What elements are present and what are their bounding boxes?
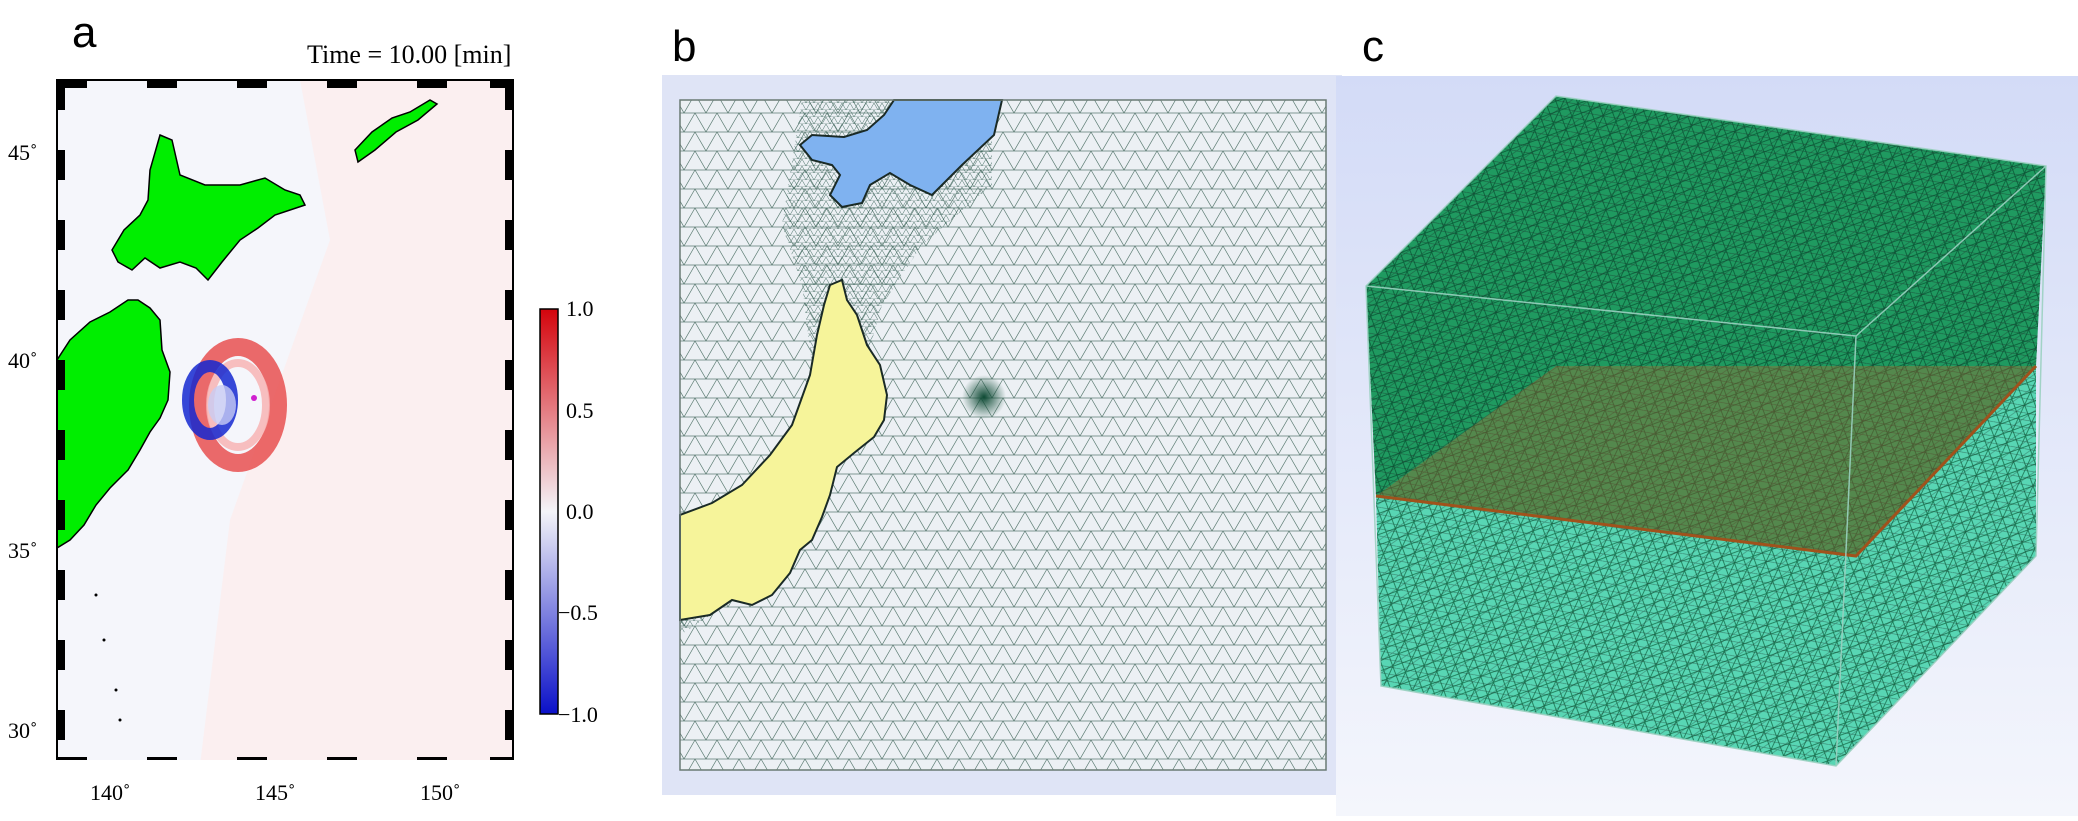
panel-a-lon-tick: 150˚	[420, 780, 461, 805]
panel-a-wave-red	[189, 338, 287, 472]
panel-b-frame	[679, 99, 1327, 771]
panel-b-refinement-spot	[962, 375, 1006, 419]
panel-a-lat-tick: 45˚	[8, 140, 38, 165]
panel-b-mesh	[662, 75, 1342, 795]
colorbar-tick: −1.0	[558, 702, 598, 727]
colorbar-tick: 0.5	[566, 398, 594, 423]
colorbar-tick: 1.0	[566, 296, 594, 321]
panel-c-box-edges	[1365, 95, 2047, 767]
panel-a-land-honshu	[56, 299, 171, 550]
panel-a-lat-tick: 40˚	[8, 348, 38, 373]
panel-c-interface-plane	[1376, 366, 2036, 556]
panel-a-map	[56, 79, 559, 760]
panel-a-border-ticks	[57, 80, 513, 760]
panel-b-letter: b	[672, 22, 697, 71]
panel-a-lon-tick: 140˚	[90, 780, 131, 805]
panel-a-lat-tick: 35˚	[8, 538, 38, 563]
colorbar-tick: −0.5	[558, 600, 598, 625]
panel-c-volume-mesh	[1336, 76, 2078, 816]
panel-a-land-hokkaido	[111, 133, 307, 282]
panel-a-lon-tick: 145˚	[255, 780, 296, 805]
panel-b-honshu	[679, 278, 889, 622]
panel-a-letter: a	[72, 8, 97, 57]
colorbar-tick: 0.0	[566, 499, 594, 524]
panel-a-frame	[56, 79, 514, 760]
panel-a-wave-tint	[200, 80, 513, 760]
panel-a-colorbar	[539, 308, 559, 715]
panel-c-letter: c	[1362, 22, 1384, 71]
panel-a-time-label: Time = 10.00 [min]	[307, 40, 512, 69]
panel-a-lat-tick: 30˚	[8, 718, 38, 743]
panel-a-land-kurils	[354, 99, 439, 164]
panel-b-hokkaido	[798, 99, 1004, 209]
